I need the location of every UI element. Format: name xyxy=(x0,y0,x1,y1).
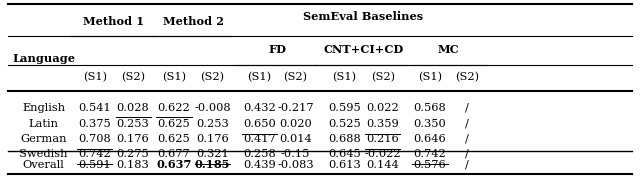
Text: 0.439: 0.439 xyxy=(243,160,276,170)
Text: 0.183: 0.183 xyxy=(116,160,150,170)
Text: 0.576: 0.576 xyxy=(413,160,447,170)
Text: (S1): (S1) xyxy=(83,72,107,83)
Text: 0.646: 0.646 xyxy=(413,134,447,144)
Text: (S2): (S2) xyxy=(455,72,479,83)
Text: /: / xyxy=(465,103,469,113)
Text: Language: Language xyxy=(12,53,75,64)
Text: 0.176: 0.176 xyxy=(196,134,229,144)
Text: 0.176: 0.176 xyxy=(116,134,150,144)
Text: 0.359: 0.359 xyxy=(366,119,399,129)
Text: (S2): (S2) xyxy=(121,72,145,83)
Text: 0.014: 0.014 xyxy=(279,134,312,144)
Text: SemEval Baselines: SemEval Baselines xyxy=(303,11,423,22)
Text: 0.591: 0.591 xyxy=(78,160,111,170)
Text: (S1): (S1) xyxy=(332,72,356,83)
Text: 0.637: 0.637 xyxy=(156,159,192,170)
Text: -0.022: -0.022 xyxy=(364,149,401,159)
Text: -0.008: -0.008 xyxy=(194,103,231,113)
Text: FD: FD xyxy=(268,44,287,55)
Text: -0.083: -0.083 xyxy=(277,160,314,170)
Text: 0.742: 0.742 xyxy=(78,149,111,159)
Text: 0.708: 0.708 xyxy=(78,134,111,144)
Text: Overall: Overall xyxy=(22,160,65,170)
Text: /: / xyxy=(465,134,469,144)
Text: 0.258: 0.258 xyxy=(243,149,276,159)
Text: (S1): (S1) xyxy=(247,72,271,83)
Text: 0.595: 0.595 xyxy=(328,103,361,113)
Text: 0.568: 0.568 xyxy=(413,103,447,113)
Text: 0.622: 0.622 xyxy=(157,103,191,113)
Text: 0.216: 0.216 xyxy=(366,134,399,144)
Text: 0.625: 0.625 xyxy=(157,119,191,129)
Text: 0.185: 0.185 xyxy=(195,159,230,170)
Text: (S1): (S1) xyxy=(162,72,186,83)
Text: Method 2: Method 2 xyxy=(163,16,224,27)
Text: 0.688: 0.688 xyxy=(328,134,361,144)
Text: Method 1: Method 1 xyxy=(83,16,145,27)
Text: /: / xyxy=(465,160,469,170)
Text: 0.541: 0.541 xyxy=(78,103,111,113)
Text: -0.15: -0.15 xyxy=(281,149,310,159)
Text: 0.417: 0.417 xyxy=(243,134,276,144)
Text: 0.253: 0.253 xyxy=(116,119,150,129)
Text: (S2): (S2) xyxy=(200,72,225,83)
Text: 0.275: 0.275 xyxy=(116,149,150,159)
Text: (S2): (S2) xyxy=(284,72,308,83)
Text: 0.613: 0.613 xyxy=(328,160,361,170)
Text: 0.028: 0.028 xyxy=(116,103,150,113)
Text: (S1): (S1) xyxy=(418,72,442,83)
Text: 0.677: 0.677 xyxy=(157,149,191,159)
Text: -0.217: -0.217 xyxy=(277,103,314,113)
Text: 0.020: 0.020 xyxy=(279,119,312,129)
Text: (S2): (S2) xyxy=(371,72,395,83)
Text: 0.350: 0.350 xyxy=(413,119,447,129)
Text: Latin: Latin xyxy=(29,119,58,129)
Text: Swedish: Swedish xyxy=(19,149,68,159)
Text: MC: MC xyxy=(438,44,460,55)
Text: 0.525: 0.525 xyxy=(328,119,361,129)
Text: English: English xyxy=(22,103,65,113)
Text: 0.253: 0.253 xyxy=(196,119,229,129)
Text: 0.645: 0.645 xyxy=(328,149,361,159)
Text: /: / xyxy=(465,119,469,129)
Text: CNT+CI+CD: CNT+CI+CD xyxy=(323,44,404,55)
Text: 0.432: 0.432 xyxy=(243,103,276,113)
Text: /: / xyxy=(465,149,469,159)
Text: 0.650: 0.650 xyxy=(243,119,276,129)
Text: 0.321: 0.321 xyxy=(196,149,229,159)
Text: 0.742: 0.742 xyxy=(413,149,447,159)
Text: 0.144: 0.144 xyxy=(366,160,399,170)
Text: 0.625: 0.625 xyxy=(157,134,191,144)
Text: German: German xyxy=(20,134,67,144)
Text: 0.375: 0.375 xyxy=(78,119,111,129)
Text: 0.022: 0.022 xyxy=(366,103,399,113)
